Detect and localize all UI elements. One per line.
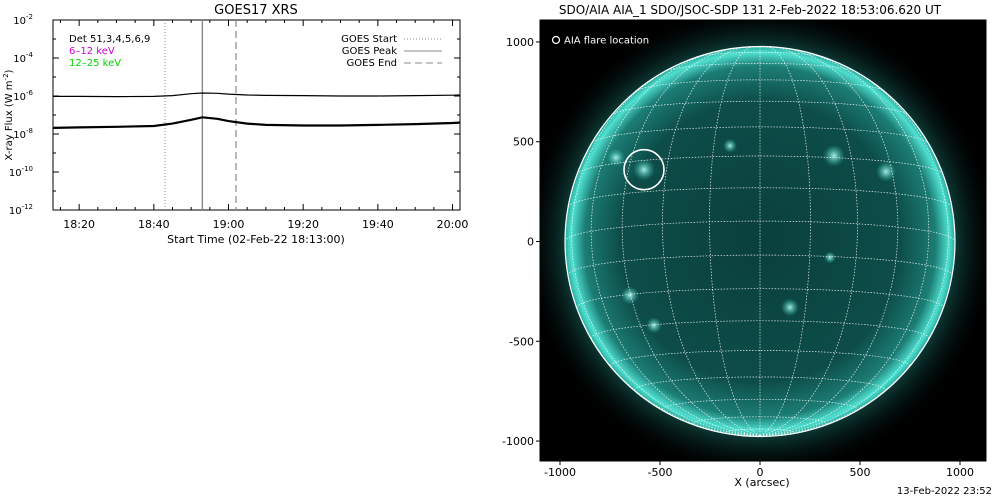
x-tick-label: 19:00 <box>213 218 245 231</box>
latitude-line <box>567 187 953 208</box>
y-axis-ticks: 10-2 10-4 10-6 10-8 10-10 10-12 <box>9 13 460 217</box>
solar-disk <box>565 46 955 437</box>
image-y-tick-label: 0 <box>527 235 534 248</box>
longitude-line <box>759 61 949 436</box>
latitude-line <box>591 126 929 143</box>
image-x-tick-label: 0 <box>757 466 764 479</box>
active-region <box>723 138 737 153</box>
image-x-tick-label: 500 <box>850 466 871 479</box>
longitude-line <box>662 46 761 436</box>
active-region <box>621 286 639 305</box>
y-tick-label: 10-8 <box>13 127 33 141</box>
image-title: SDO/AIA AIA_1 SDO/JSOC-SDP 131 2-Feb-202… <box>559 3 942 17</box>
active-region <box>633 158 655 181</box>
longitude-line <box>590 49 761 436</box>
longitude-line <box>759 49 930 436</box>
image-x-axis-label: X (arcsec) <box>734 476 789 489</box>
x-tick-label: 18:40 <box>138 218 170 231</box>
long-channel-series <box>53 92 461 98</box>
footer-timestamp: 13-Feb-2022 23:52 <box>896 486 992 497</box>
active-regions <box>607 138 896 334</box>
x-axis-label: Start Time (02-Feb-22 18:13:00) <box>167 233 345 246</box>
latitude-line <box>725 428 795 433</box>
y-tick-label: 10-6 <box>13 89 33 103</box>
latitude-line <box>636 79 884 92</box>
longitude-line <box>759 46 858 436</box>
image-x-tick-label: -500 <box>648 466 673 479</box>
chart-title: GOES17 XRS <box>214 3 298 18</box>
image-y-tick-label: 500 <box>513 136 534 149</box>
limb-circle <box>564 45 956 438</box>
flare-location-marker <box>623 148 665 191</box>
event-legend-label: GOES End <box>347 58 397 69</box>
flare-legend-label: AIA flare location <box>564 36 649 47</box>
detector-legend-label: Det 51,3,4,5,6,9 <box>69 34 150 45</box>
flare-legend: AIA flare location <box>551 35 649 47</box>
active-region <box>876 161 896 182</box>
y-tick-label: 10-10 <box>9 165 33 179</box>
event-legend-label: GOES Start <box>341 34 397 45</box>
longitude-line <box>709 46 761 436</box>
x-axis-ticks: 18:20 18:40 19:00 19:20 19:40 20:00 <box>59 20 469 231</box>
active-region <box>823 144 845 167</box>
x-tick-label: 20:00 <box>437 218 469 231</box>
active-region <box>781 298 799 317</box>
image-x-tick-label: -1000 <box>544 466 576 479</box>
image-y-tick-label: 1000 <box>506 36 534 49</box>
image-x-tick-label: 1000 <box>946 466 974 479</box>
short-channel-series <box>52 116 461 129</box>
active-region <box>824 251 836 264</box>
image-y-tick-label: -500 <box>509 335 534 348</box>
x-tick-label: 18:20 <box>63 218 95 231</box>
image-y-tick-label: -1000 <box>502 435 534 448</box>
image-x-axis-ticks: -1000 -500 0 500 1000 <box>544 461 974 479</box>
flare-legend-icon <box>551 35 561 45</box>
image-frame <box>539 19 987 462</box>
longitude-line <box>759 47 899 436</box>
latitude-line <box>610 350 910 367</box>
longitude-line <box>621 47 761 436</box>
active-region <box>607 148 625 167</box>
flux-series <box>52 92 461 129</box>
plot-area <box>52 19 461 211</box>
goes-xrs-chart: GOES17 XRS 10-2 10-4 10-6 10-8 10-10 10-12 18… <box>2 3 469 246</box>
event-legend-label: GOES Peak <box>342 46 397 57</box>
x-tick-label: 19:40 <box>362 218 394 231</box>
detector-legend-label: 12–25 keV <box>69 58 121 69</box>
longitude-line <box>571 61 761 436</box>
event-lines <box>164 20 237 210</box>
image-y-axis-ticks: -1000 -500 0 500 1000 <box>502 36 540 448</box>
detector-legend-label: 6–12 keV <box>69 46 115 57</box>
longitude-line <box>759 46 811 436</box>
y-tick-label: 10-2 <box>13 13 33 27</box>
latitude-line <box>696 51 824 58</box>
aia-image-chart: SDO/AIA AIA_1 SDO/JSOC-SDP 131 2-Feb-202… <box>502 3 987 489</box>
y-axis-label: X-ray Flux (W m-2) <box>2 69 15 160</box>
y-tick-label: 10-4 <box>13 51 33 65</box>
x-tick-label: 19:20 <box>287 218 319 231</box>
active-region <box>646 317 662 334</box>
y-tick-label: 10-12 <box>9 203 33 217</box>
